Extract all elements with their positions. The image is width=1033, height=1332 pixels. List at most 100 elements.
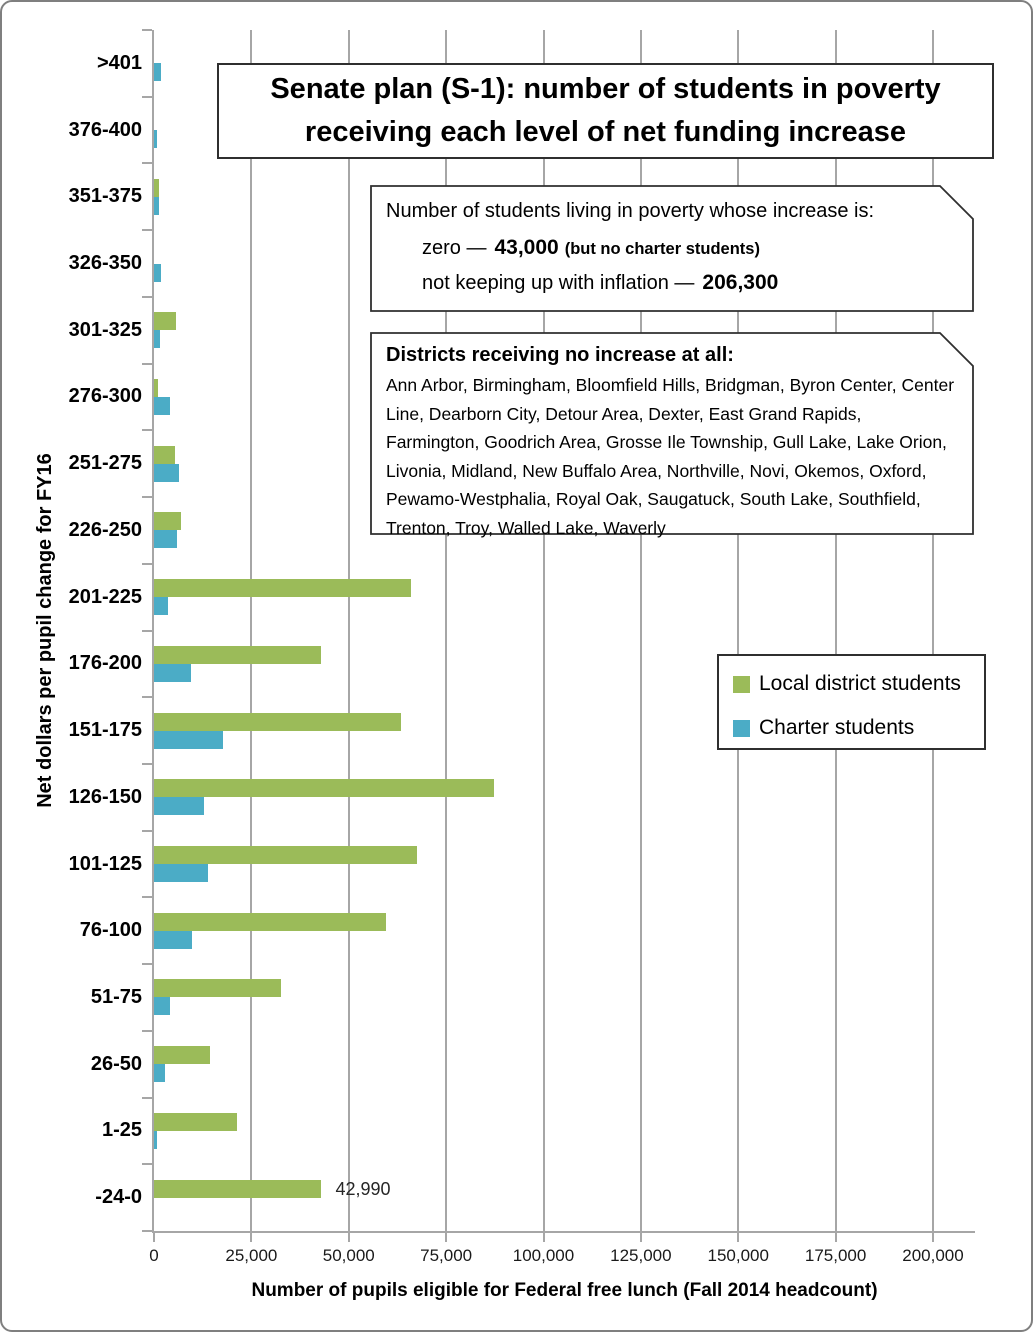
districts-note-list: Ann Arbor, Birmingham, Bloomfield Hills,…: [386, 375, 955, 538]
bar-charter: [154, 864, 209, 883]
x-axis-ticks: [153, 1231, 975, 1243]
y-axis-category-label: 226-250: [68, 518, 142, 541]
legend: Local district students Charter students: [717, 654, 986, 750]
y-axis-category-label: >401: [96, 51, 142, 74]
y-axis-tick: [142, 829, 152, 832]
gridline: [932, 30, 934, 1231]
y-axis-tick: [142, 762, 152, 765]
bar-local-district: [154, 312, 177, 331]
x-axis-tick-label: 50,000: [322, 1246, 375, 1265]
x-axis-tick: [932, 1231, 934, 1242]
bar-charter: [154, 63, 162, 82]
x-axis-tick-label: 0: [149, 1246, 159, 1265]
y-axis-tick: [142, 295, 152, 298]
inflation-line-value: 206,300: [702, 271, 779, 294]
legend-swatch-charter-icon: [733, 719, 750, 737]
bar-charter: [154, 1130, 158, 1149]
bar-local-district: [154, 378, 158, 397]
x-axis-tick: [250, 1231, 253, 1242]
x-axis-tick: [445, 1231, 448, 1242]
bar-charter: [154, 730, 223, 749]
y-axis-category-label: 51-75: [90, 985, 142, 1008]
bar-local-district: [154, 712, 401, 731]
gridline: [347, 30, 350, 1231]
x-axis-tick-label: 125,000: [610, 1246, 672, 1265]
inflation-line-text: not keeping up with inflation —: [422, 272, 695, 294]
y-axis-tick: [142, 1029, 152, 1032]
bar-charter: [154, 663, 192, 682]
bar-local-district: [154, 512, 182, 531]
gridline: [737, 30, 740, 1231]
bar-value-label: 42,990: [335, 1178, 391, 1199]
callout-snipped-box: [370, 185, 974, 312]
x-axis-tick-labels: 0 25,000 50,000 75,000 100,000 125,000 150,000…: [149, 1246, 975, 1268]
bar-charter: [154, 196, 159, 215]
y-axis-category-label: 301-325: [68, 318, 142, 341]
bar-local-district: [154, 912, 386, 931]
gridline: [445, 30, 448, 1231]
bar-local-district: [154, 445, 176, 464]
y-axis-category-label: 351-375: [68, 185, 142, 208]
y-axis-category-label: 276-300: [68, 385, 142, 408]
x-axis-tick: [153, 1231, 155, 1242]
bar-local-district: [154, 979, 281, 998]
x-axis-tick-label: 150,000: [707, 1246, 769, 1265]
zero-line-suffix: (but no charter students): [564, 240, 760, 258]
y-axis-tick: [142, 562, 152, 565]
y-axis-category-label: 251-275: [68, 452, 142, 475]
x-axis-tick: [639, 1231, 642, 1242]
y-axis-tick: [142, 1163, 152, 1166]
y-axis-category-label: 101-125: [68, 852, 142, 875]
bar-local-district: [154, 1112, 237, 1131]
x-axis-tick-label: 100,000: [512, 1246, 575, 1265]
bar-local-district: [154, 579, 411, 598]
poverty-increase-note: Number of students living in poverty who…: [370, 185, 974, 312]
bar-charter: [154, 930, 193, 949]
y-axis-tick: [142, 496, 152, 499]
legend-swatch-local-icon: [733, 675, 750, 693]
bar-charter: [154, 597, 169, 616]
bar-charter: [154, 997, 170, 1016]
y-axis-category-label: -24-0: [95, 1186, 142, 1209]
y-axis-tick: [142, 963, 152, 966]
y-axis-category-label: 76-100: [79, 919, 142, 942]
legend-item-charter: Charter students: [733, 713, 984, 743]
x-axis-tick-label: 25,000: [225, 1246, 278, 1265]
y-axis-tick: [142, 162, 152, 165]
y-axis-category-label: 126-150: [68, 785, 142, 808]
y-axis-labels: >401 376-400 351-375 326-350 301-325 276-300 2…: [2, 30, 142, 1231]
gridline: [250, 30, 253, 1231]
y-axis-tick: [142, 1230, 152, 1232]
x-axis-tick: [347, 1231, 350, 1242]
increase-note-inflation-line: not keeping up with inflation — 206,300: [386, 266, 956, 300]
y-axis-category-label: 176-200: [68, 652, 142, 675]
y-axis-category-label: 326-350: [68, 252, 142, 275]
y-axis-title: Net dollars per pupil change for FY16: [34, 453, 56, 808]
y-axis-category-label: 1-25: [101, 1119, 142, 1142]
bar-local-district: [154, 779, 495, 798]
districts-no-increase-note: Districts receiving no increase at all: …: [370, 332, 974, 538]
legend-item-local-district: Local district students: [733, 669, 984, 699]
callout-snipped-box: [370, 332, 974, 535]
gridline: [834, 30, 837, 1231]
y-axis-tick: [142, 95, 152, 98]
plot-area: 42,990: [152, 30, 975, 1233]
y-axis-category-label: 26-50: [90, 1052, 142, 1075]
y-axis-tick: [142, 1096, 152, 1099]
bar-local-district: [154, 846, 417, 865]
y-axis-category-label: 376-400: [68, 118, 142, 141]
bar-charter: [154, 1064, 165, 1083]
x-axis-tick-label: 200,000: [902, 1246, 964, 1265]
y-axis-tick: [142, 896, 152, 899]
chart-title: Senate plan (S-1): number of students in…: [217, 63, 994, 159]
bar-charter: [154, 463, 179, 482]
bar-local-district: [154, 178, 159, 197]
x-axis-tick: [834, 1231, 837, 1242]
y-axis-tick: [142, 629, 152, 632]
x-axis-tick-label: 175,000: [804, 1246, 867, 1265]
bar-charter: [154, 330, 160, 349]
bar-local-district: [154, 1179, 322, 1198]
y-axis-tick: [142, 696, 152, 699]
legend-label-charter: Charter students: [759, 716, 915, 739]
